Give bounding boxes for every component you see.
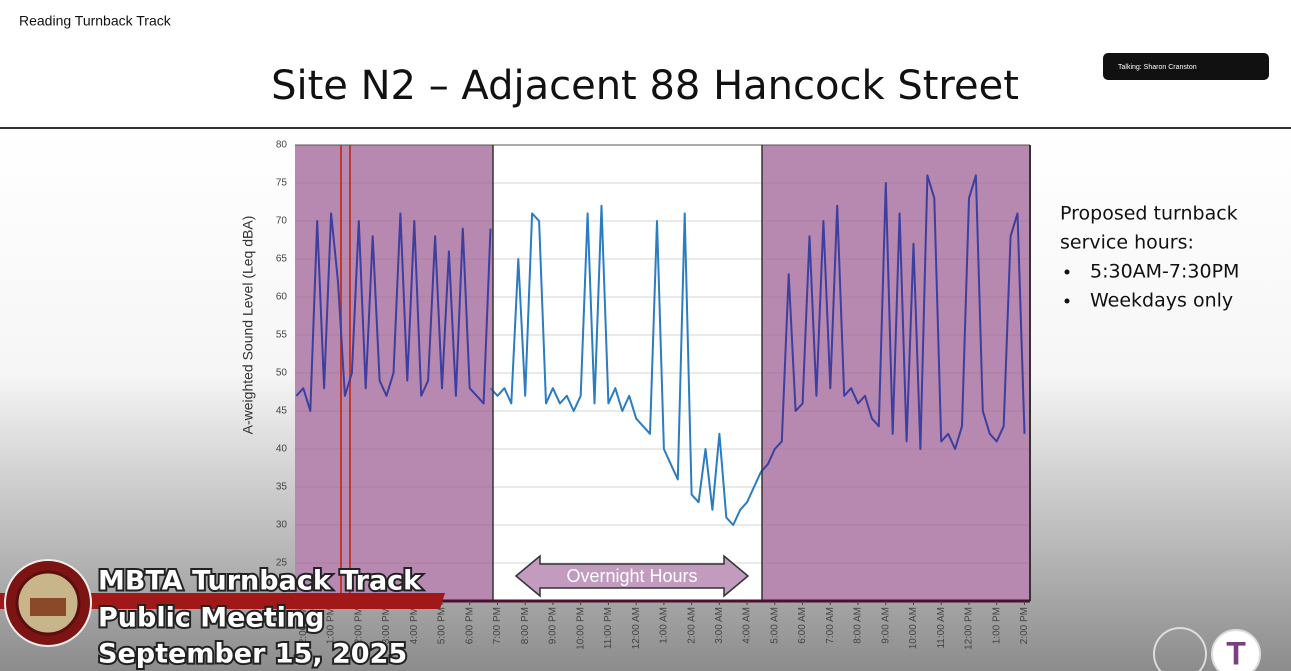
x-tick-label: 1:00 AM: [659, 607, 670, 644]
overnight-arrow: [514, 554, 750, 598]
x-tick-label: 10:00 AM: [908, 607, 919, 649]
x-tick-label: 3:00 PM: [381, 607, 392, 644]
y-tick-label: 50: [276, 368, 288, 379]
x-tick-label: 11:00 PM: [603, 607, 614, 649]
sidebar-bullet: Weekdays only: [1090, 290, 1233, 312]
x-tick-label: 5:00 PM: [437, 607, 448, 644]
slide-title: Site N2 – Adjacent 88 Hancock Street: [271, 63, 1019, 109]
service-hours-shade: [762, 145, 1030, 601]
x-tick-label: 2:00 PM: [1019, 607, 1030, 644]
x-tick-label: 11:00 AM: [936, 607, 947, 649]
y-tick-label: 35: [276, 482, 288, 493]
bullet: [1064, 269, 1070, 275]
x-tick-label: 8:00 AM: [853, 607, 864, 644]
x-tick-label: 2:00 PM: [353, 607, 364, 644]
x-tick-label: 3:00 AM: [714, 607, 725, 644]
x-tick-label: 1:00 PM: [991, 607, 1002, 644]
x-tick-label: 12:00 PM: [964, 607, 975, 650]
y-tick-label: 80: [276, 140, 288, 151]
x-tick-label: 8:00 PM: [520, 607, 531, 644]
y-tick-label: 30: [276, 520, 288, 531]
x-tick-label: 6:00 AM: [797, 607, 808, 644]
x-tick-label: 6:00 PM: [464, 607, 475, 644]
logo: T: [1153, 627, 1261, 671]
y-tick-label: 70: [276, 216, 288, 227]
annotation: Overnight Hours: [566, 566, 697, 586]
overlay-banner: [0, 593, 445, 609]
y-tick-label: 65: [276, 254, 288, 265]
window-title: Reading Turnback Track: [19, 13, 172, 29]
series-line: [760, 174, 1026, 473]
overlay-line: September 15, 2025: [98, 639, 407, 670]
x-tick-label: 4:00 AM: [742, 607, 753, 644]
series-line: [489, 204, 762, 526]
x-tick-label: 12:00 AM: [631, 607, 642, 649]
x-tick-label: 9:00 PM: [548, 607, 559, 644]
logo-letter: T: [1226, 635, 1246, 671]
x-tick-label: 7:00 AM: [825, 607, 836, 644]
seal-building: [30, 598, 66, 616]
x-tick-label: 1:00 PM: [326, 607, 337, 644]
logo-circle: [1153, 627, 1207, 671]
sidebar-heading: Proposed turnback: [1060, 203, 1238, 225]
x-tick-label: 4:00 PM: [409, 607, 420, 644]
x-tick-label: 7:00 PM: [492, 607, 503, 644]
overlay-line: Public Meeting: [98, 603, 324, 634]
bullet: [1064, 298, 1070, 304]
x-tick-label: 5:00 AM: [769, 607, 780, 644]
sidebar-bullet: 5:30AM-7:30PM: [1090, 261, 1239, 283]
x-tick-label: 9:00 AM: [880, 607, 891, 644]
logo-circle: [1211, 629, 1261, 671]
overlay-line: MBTA Turnback Track: [98, 566, 422, 597]
y-axis-label: A-weighted Sound Level (Leq dBA): [240, 216, 256, 435]
y-tick-label: 25: [276, 558, 288, 569]
seal: [4, 559, 92, 647]
x-tick-label: 10:00 PM: [575, 607, 586, 650]
x-tick-label: 12:00 PM: [298, 607, 309, 650]
y-tick-label: 60: [276, 292, 288, 303]
series-group: [295, 174, 1026, 526]
sidebar-heading: service hours:: [1060, 232, 1194, 254]
x-tick-label: 2:00 AM: [686, 607, 697, 644]
series-line: [295, 212, 492, 412]
talking-badge: [1103, 53, 1269, 80]
y-tick-label: 40: [276, 444, 288, 455]
y-tick-label: 55: [276, 330, 288, 341]
y-tick-label: 45: [276, 406, 288, 417]
y-tick-label: 75: [276, 178, 288, 189]
talking-text: Talking: Sharon Cranston: [1118, 64, 1197, 71]
